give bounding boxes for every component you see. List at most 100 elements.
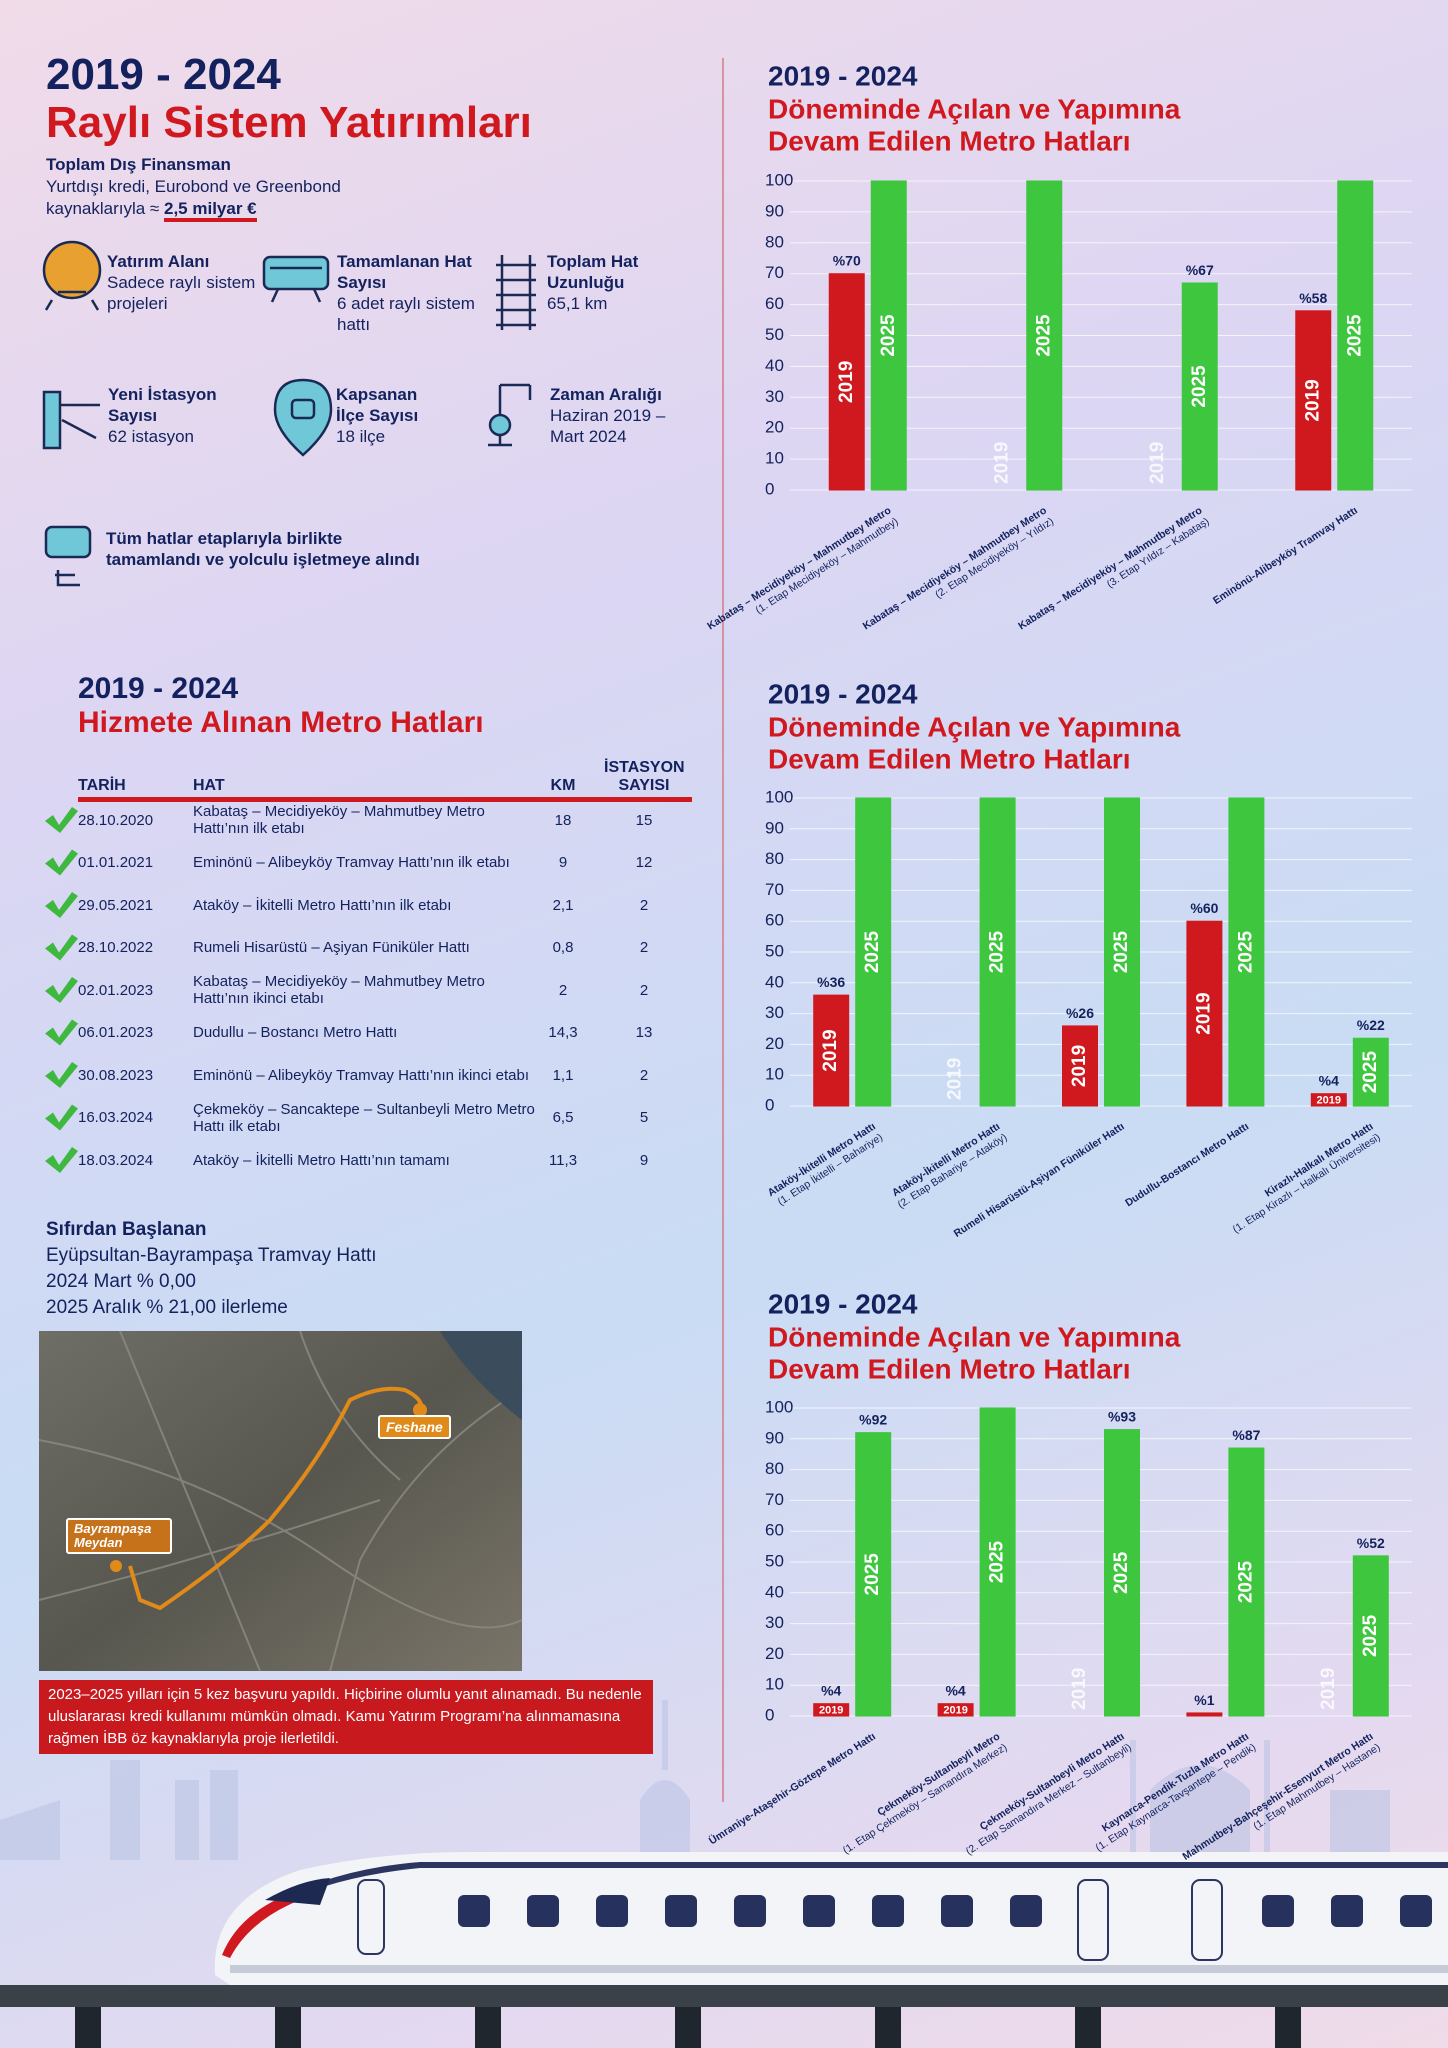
table-title: 2019 - 2024	[78, 672, 239, 705]
table-cell: 2	[639, 896, 649, 914]
table-cell: Kabataş – Mecidiyeköy – Mahmutbey Metro …	[193, 803, 485, 837]
table-row: 29.05.2021 Ataköy – İkitelli Metro Hattı’…	[45, 884, 705, 926]
table-row: 30.08.2023 Eminönü – Alibeyköy Tramvay Ha…	[45, 1054, 705, 1096]
table-cell: 15	[635, 811, 653, 829]
table-cell: Ataköy – İkitelli Metro Hattı’nın ilk et…	[193, 896, 452, 914]
table-cell: 0,8	[552, 939, 574, 956]
fact: Toplam Hat Uzunluğu 65,1 km	[547, 251, 677, 314]
table-cell: 2	[639, 1066, 649, 1084]
checkmark	[45, 977, 78, 1003]
table-cell: 28.10.2022	[78, 939, 154, 956]
header-rule	[78, 797, 692, 802]
checkmark	[45, 1104, 78, 1131]
fact-text: Sadece raylı sistem projeleri	[107, 273, 256, 313]
fact-title: Kapsanan İlçe Sayısı	[336, 385, 419, 425]
tram-start: 2024 Mart % 0,00	[46, 1271, 196, 1292]
note: Tüm hatlar etaplarıyla birlikte tamamlan…	[106, 529, 420, 569]
checkmark	[45, 1147, 78, 1173]
checkmark	[45, 1019, 78, 1046]
tram-name: Eyüpsultan-Bayrampaşa Tramvay Hattı	[46, 1245, 377, 1266]
fact-text: 6 adet raylı sistem hattı	[337, 294, 475, 334]
table-cell: 18	[554, 811, 572, 829]
table-cell: Eminönü – Alibeyköy Tramvay Hattı’nın ik…	[193, 1066, 529, 1084]
fact-text: Haziran 2019 – Mart 2024	[550, 406, 666, 446]
map-label: Feshane	[378, 1415, 451, 1439]
table-cell: Dudullu – Bostancı Metro Hattı	[193, 1024, 398, 1041]
table-row: 01.01.2021 Eminönü – Alibeyköy Tramvay Ha…	[45, 842, 705, 884]
map	[38, 1330, 523, 1672]
icons	[42, 240, 536, 587]
skyline	[0, 1700, 1390, 1860]
table-subtitle: Hizmete Alınan Metro Hatları	[78, 706, 484, 739]
table-cell: Eminönü – Alibeyköy Tramvay Hattı’nın il…	[193, 854, 510, 871]
column-header: TARİH	[78, 777, 126, 794]
fact: Tamamlanan Hat Sayısı 6 adet raylı sistem…	[337, 251, 477, 335]
table-cell: 13	[635, 1024, 653, 1041]
column-header: HAT	[193, 777, 225, 794]
table-cell: 12	[635, 854, 653, 871]
finance-title: Toplam Dış Finansman	[46, 155, 231, 174]
table-row: 02.01.2023 Kabataş – Mecidiyeköy – Mahmut…	[45, 969, 705, 1011]
checkmark	[45, 1062, 78, 1088]
finance-text: Yurtdışı kredi, Eurobond ve Greenbond ka…	[46, 176, 416, 222]
table-cell: 2	[639, 981, 649, 999]
fact: Yatırım Alanı Sadece raylı sistem projele…	[107, 251, 257, 314]
table-cell: 6,5	[552, 1109, 574, 1126]
table-cell: 06.01.2023	[78, 1024, 154, 1041]
table-cell: 1,1	[552, 1066, 574, 1084]
finance-amount: 2,5 milyar €	[164, 199, 257, 222]
main-subtitle: Raylı Sistem Yatırımları	[46, 98, 532, 147]
tram-end: 2025 Aralık % 21,00 ilerleme	[46, 1297, 288, 1318]
fact-title: Toplam Hat Uzunluğu	[547, 252, 639, 292]
fact-title: Yatırım Alanı	[107, 252, 210, 271]
table-cell: 2	[639, 939, 649, 956]
fact: Kapsanan İlçe Sayısı 18 ilçe	[336, 384, 446, 447]
table-cell: 29.05.2021	[78, 896, 154, 914]
fact: Yeni İstasyon Sayısı 62 istasyon	[108, 384, 228, 447]
table-cell: 11,3	[548, 1151, 578, 1169]
table-row: 28.10.2020 Kabataş – Mecidiyeköy – Mahmut…	[45, 799, 705, 841]
table-cell: Kabataş – Mecidiyeköy – Mahmutbey Metro …	[193, 973, 485, 1007]
table-cell: 9	[558, 854, 568, 871]
table-row: 18.03.2024 Ataköy – İkitelli Metro Hattı’…	[45, 1139, 705, 1181]
fact-title: Tamamlanan Hat Sayısı	[337, 252, 472, 292]
table-cell: 2,1	[552, 896, 574, 914]
table-cell: 28.10.2020	[78, 811, 154, 829]
tram-title: Sıfırdan Başlanan	[46, 1219, 207, 1240]
checkmark	[45, 849, 78, 876]
checkmark	[45, 934, 78, 961]
fact-text: 18 ilçe	[336, 427, 386, 446]
table-row: 06.01.2023 Dudullu – Bostancı Metro Hattı…	[45, 1012, 705, 1054]
map-label: Bayrampaşa Meydan	[66, 1518, 172, 1554]
table-cell: 01.01.2021	[78, 854, 154, 871]
checkmark	[45, 892, 78, 918]
finance-text: Yurtdışı kredi, Eurobond ve Greenbond ka…	[46, 177, 341, 218]
table-cell: 18.03.2024	[78, 1151, 154, 1169]
fact-title: Zaman Aralığı	[550, 385, 662, 404]
main-title: 2019 - 2024	[46, 50, 281, 99]
table-cell: 16.03.2024	[78, 1109, 154, 1126]
column-header: İSTASYON SAYISI	[604, 759, 685, 794]
table-cell: Rumeli Hisarüstü – Aşiyan Füniküler Hatt…	[193, 939, 470, 956]
table-cell: 5	[639, 1109, 649, 1126]
fact-title: Yeni İstasyon Sayısı	[108, 385, 217, 425]
tram-note: 2023–2025 yılları için 5 kez başvuru yap…	[39, 1680, 653, 1754]
table-cell: 2	[558, 981, 568, 999]
table-row: 28.10.2022 Rumeli Hisarüstü – Aşiyan Füni…	[45, 927, 705, 969]
checkmarks	[45, 807, 78, 1173]
table-row: 16.03.2024 Çekmeköy – Sancaktepe – Sultan…	[45, 1097, 705, 1139]
table-cell: 02.01.2023	[78, 981, 154, 999]
table-cell: Çekmeköy – Sancaktepe – Sultanbeyli Metr…	[193, 1100, 535, 1135]
train	[0, 1852, 1448, 2048]
table-cell: Ataköy – İkitelli Metro Hattı’nın tamamı	[193, 1151, 450, 1169]
column-header: KM	[550, 777, 576, 794]
fact-text: 62 istasyon	[108, 427, 194, 446]
fact: Zaman Aralığı Haziran 2019 – Mart 2024	[550, 384, 690, 447]
table-cell: 14,3	[548, 1024, 578, 1041]
table-cell: 30.08.2023	[78, 1066, 154, 1084]
checkmark	[45, 807, 78, 833]
table-cell: 9	[639, 1151, 649, 1169]
fact-text: 65,1 km	[547, 294, 608, 313]
